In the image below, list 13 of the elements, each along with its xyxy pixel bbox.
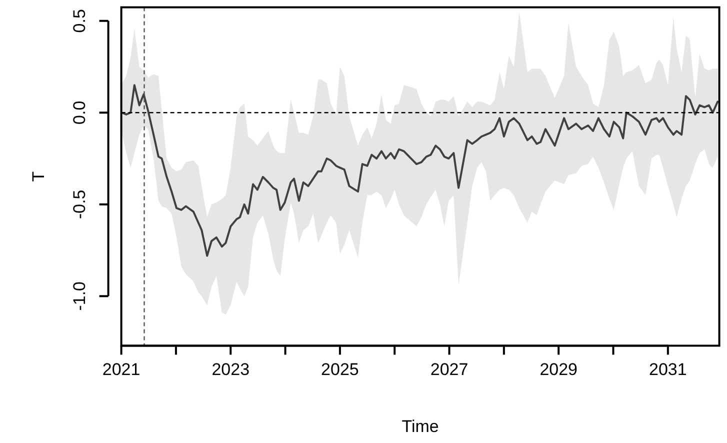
x-tick-label: 2027: [430, 360, 468, 379]
x-axis-title: Time: [402, 417, 439, 436]
y-tick-label: 0.0: [70, 100, 89, 124]
x-tick-label: 2031: [649, 360, 687, 379]
x-tick-label: 2021: [102, 360, 140, 379]
x-tick-label: 2025: [321, 360, 359, 379]
x-tick-label: 2023: [212, 360, 250, 379]
x-tick-label: 2029: [540, 360, 578, 379]
y-tick-label: -1.0: [70, 282, 89, 311]
y-axis-title: T: [29, 171, 48, 182]
line-series: [120, 84, 719, 257]
y-tick-label: 0.5: [70, 9, 89, 33]
y-tick-label: -0.5: [70, 190, 89, 220]
